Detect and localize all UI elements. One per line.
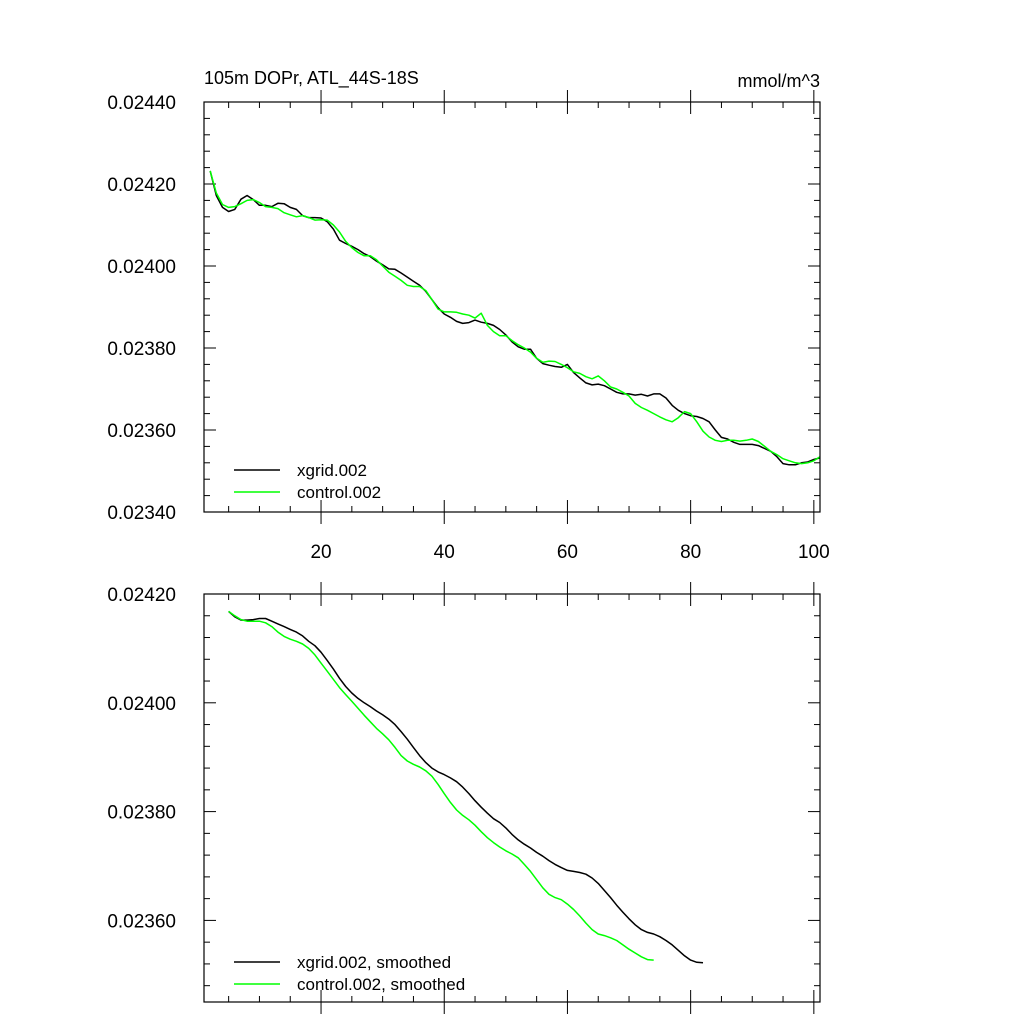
series-line-xgrid-002 xyxy=(209,170,821,466)
top-plot-frame xyxy=(203,101,821,513)
y-tick-label: 0.02380 xyxy=(107,339,176,360)
y-tick-label: 0.02400 xyxy=(107,257,176,278)
top-series-group xyxy=(209,170,821,466)
x-tick-label: 80 xyxy=(680,542,701,563)
x-tick-label: 100 xyxy=(798,542,830,563)
chart-title: 105m DOPr, ATL_44S-18S xyxy=(204,68,419,89)
legend-label: xgrid.002 xyxy=(297,461,367,480)
legend-label: control.002 xyxy=(297,483,381,502)
legend-label: control.002, smoothed xyxy=(297,975,465,994)
bottom-plot-frame xyxy=(203,593,821,1003)
top-legend: xgrid.002 control.002 xyxy=(234,461,381,502)
y-tick-label: 0.02420 xyxy=(107,585,176,606)
x-tick-label: 60 xyxy=(557,542,578,563)
y-tick-label: 0.02440 xyxy=(107,93,176,114)
y-tick-label: 0.02360 xyxy=(107,911,176,932)
top-axis-ticks: 0.02340 0.02360 0.02380 0.02400 0.02420 0.024… xyxy=(107,90,830,563)
y-tick-label: 0.02380 xyxy=(107,803,176,824)
top-chart-panel: 105m DOPr, ATL_44S-18S mmol/m^3 0.023400… xyxy=(107,68,829,563)
y-tick-label: 0.02340 xyxy=(107,503,176,524)
legend-label: xgrid.002, smoothed xyxy=(297,953,451,972)
bottom-axis-ticks: 0.02360 0.02380 0.02400 0.02420 xyxy=(107,582,820,1014)
series-line-control-002-smoothed xyxy=(228,610,654,961)
y-tick-label: 0.02400 xyxy=(107,694,176,715)
bottom-series-group xyxy=(228,610,704,964)
series-line-control-002 xyxy=(209,170,821,465)
series-line-xgrid-002-smoothed xyxy=(228,610,704,964)
chart-units-label: mmol/m^3 xyxy=(738,71,820,91)
y-tick-label: 0.02420 xyxy=(107,175,176,196)
x-tick-label: 20 xyxy=(310,542,331,563)
bottom-chart-panel: 0.02360 0.02380 0.02400 0.02420 xgrid.002, … xyxy=(107,582,821,1014)
x-tick-label: 40 xyxy=(434,542,455,563)
bottom-legend: xgrid.002, smoothed control.002, smoothed xyxy=(234,953,465,994)
y-tick-label: 0.02360 xyxy=(107,421,176,442)
